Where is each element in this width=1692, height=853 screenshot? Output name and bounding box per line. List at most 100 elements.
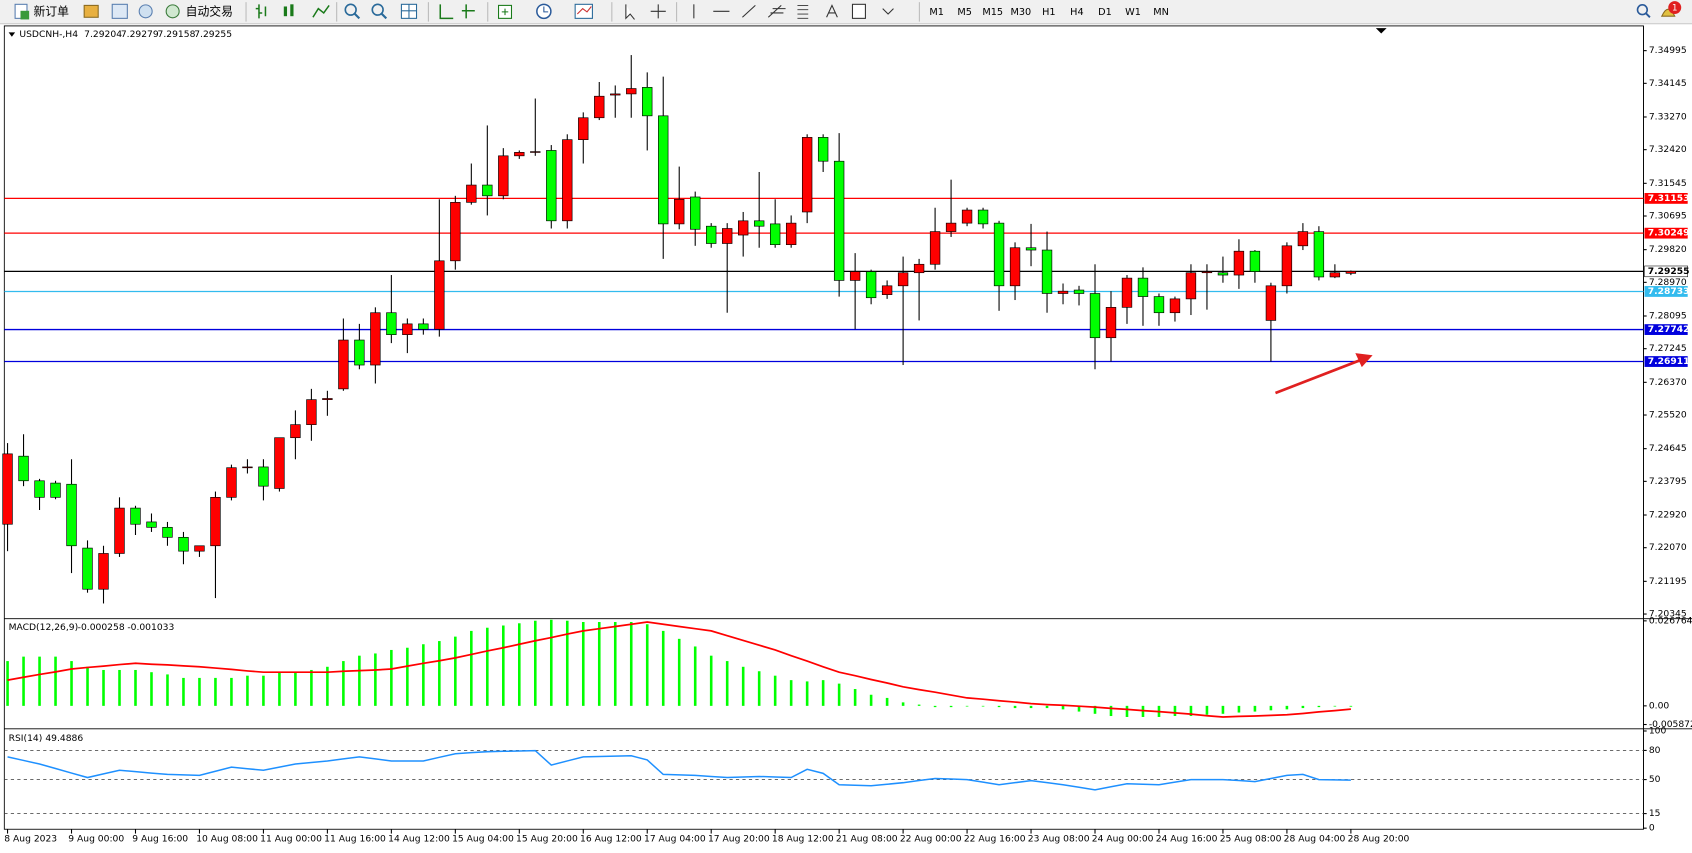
auto-trading-button[interactable]: 自动交易 (186, 4, 233, 18)
x-tick-label: 21 Aug 08:00 (836, 833, 898, 844)
macd-bar (901, 702, 905, 706)
macd-bar (1333, 705, 1337, 707)
candle-body (1089, 293, 1101, 339)
macd-bar (1173, 705, 1177, 717)
candle-body (162, 526, 173, 538)
new-order-button[interactable]: 新订单 (33, 4, 69, 18)
y-tick-label: 7.25520 (1649, 410, 1687, 421)
macd-bar (629, 622, 633, 706)
chart-title: USDCNH-,H4 (19, 29, 78, 40)
notification-count[interactable]: 1 (1672, 4, 1677, 14)
candle-body (306, 399, 317, 425)
candle-body (929, 231, 941, 265)
x-tick-label: 11 Aug 16:00 (324, 833, 386, 844)
indicator-title: RSI(14) (9, 733, 43, 744)
macd-bar (837, 683, 841, 706)
candle-body (1041, 249, 1053, 294)
macd-bar (1045, 705, 1049, 709)
level-label-box (1644, 227, 1688, 239)
candle-body (977, 209, 989, 225)
macd-bar (1221, 705, 1225, 714)
macd-bar (374, 653, 377, 706)
macd-bar (677, 638, 681, 706)
macd-bar (38, 656, 41, 706)
candle-body (194, 545, 205, 552)
macd-bar (773, 675, 777, 706)
y-tick-label: 7.21195 (1649, 576, 1687, 587)
candle-body (466, 184, 477, 203)
candle-body (769, 223, 781, 245)
candle-body (833, 160, 845, 281)
x-tick-label: 17 Aug 20:00 (708, 833, 770, 844)
candle-body (34, 480, 45, 498)
macd-bar (470, 630, 473, 706)
macd-bar (1317, 705, 1321, 708)
x-tick-label: 10 Aug 08:00 (196, 833, 258, 844)
timeframe-button[interactable]: M15 (982, 7, 1003, 18)
quote-value: 7.29255 (194, 29, 232, 40)
y-tick-label: 7.24645 (1649, 443, 1687, 454)
macd-bar (342, 661, 345, 706)
macd-bar (406, 647, 409, 706)
timeframe-button[interactable]: H4 (1070, 7, 1083, 18)
timeframe-button[interactable]: M30 (1010, 7, 1031, 18)
macd-bar (326, 666, 329, 706)
timeframe-button[interactable]: M5 (957, 7, 972, 18)
timeframe-button[interactable]: W1 (1125, 7, 1141, 18)
macd-bar (422, 644, 425, 706)
macd-signal-line (7, 621, 1351, 718)
candle-body (881, 285, 893, 295)
x-tick-label: 25 Aug 08:00 (1220, 833, 1282, 844)
y-tick-label: 7.28095 (1649, 310, 1687, 321)
candle-body (290, 424, 301, 439)
candle-body (865, 271, 877, 299)
candle-body (706, 225, 717, 244)
macd-bar (150, 672, 153, 706)
x-tick-label: 28 Aug 04:00 (1284, 833, 1346, 844)
timeframe-button[interactable]: M1 (929, 7, 944, 18)
indicator-value: -0.000258 (78, 622, 125, 633)
chart-menu-marker (8, 32, 16, 37)
y-tick-label: 7.22920 (1649, 510, 1687, 521)
macd-bar (997, 705, 1001, 708)
candle-body (1345, 271, 1357, 274)
candle-body (897, 272, 909, 287)
candle-body (945, 222, 957, 232)
timeframe-button[interactable]: MN (1153, 7, 1169, 18)
macd-bar (22, 656, 25, 706)
candle-body (1329, 272, 1341, 278)
macd-bar (853, 689, 857, 706)
macd-bar (1029, 705, 1033, 709)
x-tick-label: 11 Aug 00:00 (260, 833, 322, 844)
macd-bar (502, 625, 505, 706)
candle-body (1105, 307, 1117, 339)
macd-bar (518, 623, 521, 706)
macd-bar (725, 661, 729, 706)
x-tick-label: 14 Aug 12:00 (388, 833, 450, 844)
macd-bar (821, 680, 825, 706)
level-label-box (1644, 192, 1688, 204)
candle-body (849, 271, 861, 281)
timeframe-button[interactable]: D1 (1098, 7, 1112, 18)
y-tick-label: 7.22070 (1649, 542, 1687, 553)
macd-bar (1253, 705, 1257, 712)
plot-area: 7.34995 7.34145 7.33270 7.32420 7.31545 7.306… (2, 29, 1692, 844)
candle-body (258, 466, 269, 487)
macd-bar (358, 655, 361, 706)
candle-body (402, 323, 413, 335)
y-tick-label: 7.29820 (1649, 244, 1687, 255)
macd-bar (709, 655, 713, 706)
timeframe-button[interactable]: H1 (1042, 7, 1055, 18)
y-tick-label: 0.026764 (1649, 615, 1692, 626)
macd-bar (1237, 705, 1241, 713)
candle-body (1265, 285, 1277, 321)
macd-bar (1125, 705, 1129, 717)
candle-body (130, 507, 141, 525)
y-tick-label: 7.23795 (1649, 476, 1687, 487)
candle-body (1185, 272, 1197, 300)
macd-bar (1093, 705, 1097, 714)
macd-bar (1077, 705, 1081, 712)
candle-body (1297, 231, 1309, 247)
x-tick-label: 9 Aug 16:00 (132, 833, 188, 844)
